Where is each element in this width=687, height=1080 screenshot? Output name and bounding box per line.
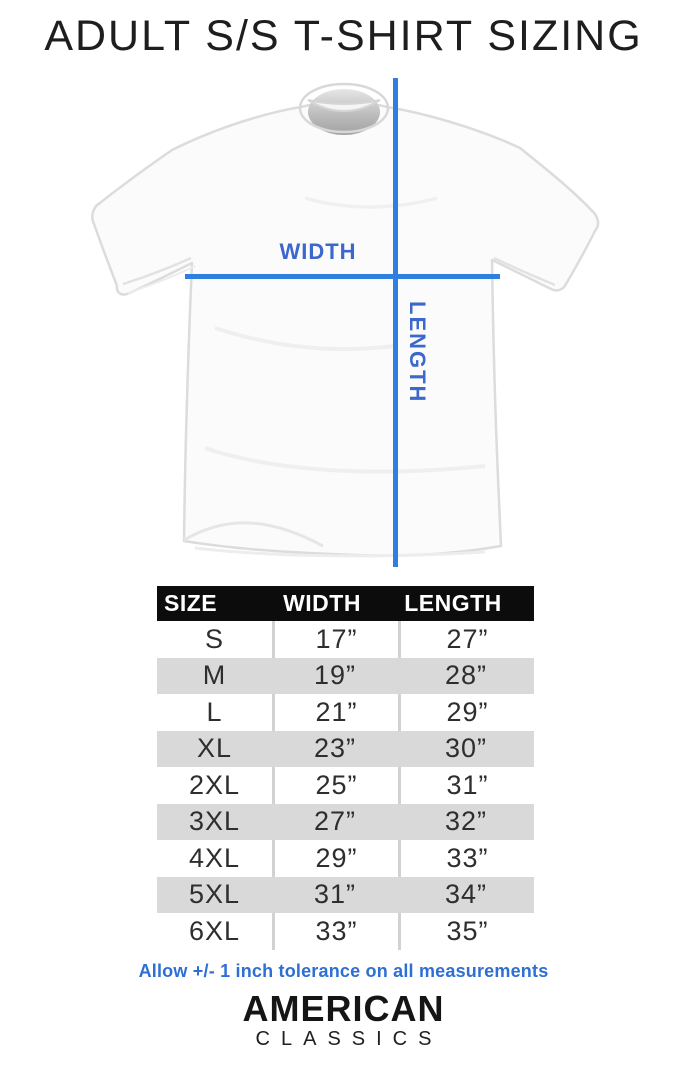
tshirt-graphic <box>91 82 600 558</box>
table-row: L 21” 29” <box>157 694 534 731</box>
size-cell: S <box>204 623 224 654</box>
header-length: LENGTH <box>404 590 502 616</box>
length-cell: 29” <box>398 694 534 731</box>
width-measure-line <box>185 274 500 279</box>
width-cell: 27” <box>313 806 357 837</box>
right-cuff-seam <box>493 256 556 287</box>
size-table-header: SIZE WIDTH LENGTH <box>157 586 534 621</box>
wrinkle <box>204 446 486 474</box>
width-cell: 31” <box>313 879 357 910</box>
table-row: 4XL 29” 33” <box>157 840 534 877</box>
size-cell: M <box>202 660 227 691</box>
size-cell: 2XL <box>188 769 241 800</box>
size-cell: L <box>206 696 223 727</box>
collar-ring <box>298 82 390 134</box>
hem-seam <box>194 546 486 558</box>
size-cell: XL <box>196 733 233 764</box>
width-cell: 21” <box>272 694 398 731</box>
length-measure-line <box>393 78 398 567</box>
size-cell: 5XL <box>188 879 241 910</box>
table-row: 5XL 31” 34” <box>157 876 534 913</box>
length-cell: 30” <box>444 733 488 764</box>
left-cuff-seam <box>122 256 192 286</box>
table-row: S 17” 27” <box>157 621 534 658</box>
brand-name-american: AMERICAN <box>242 988 445 1029</box>
tolerance-note: Allow +/- 1 inch tolerance on all measur… <box>138 961 549 981</box>
size-cell: 4XL <box>188 842 241 873</box>
brand-name-classics: CLASSICS <box>255 1028 443 1050</box>
length-cell: 31” <box>398 767 534 804</box>
width-cell: 19” <box>313 660 357 691</box>
header-width: WIDTH <box>283 590 361 616</box>
table-row: 3XL 27” 32” <box>157 803 534 840</box>
width-label: WIDTH <box>279 239 357 264</box>
wrinkle <box>304 196 438 209</box>
length-cell: 33” <box>398 840 534 877</box>
width-cell: 33” <box>272 913 398 950</box>
length-cell: 32” <box>444 806 488 837</box>
length-cell: 35” <box>398 913 534 950</box>
size-cell: 3XL <box>188 806 241 837</box>
wrinkle <box>214 326 396 352</box>
length-label: LENGTH <box>405 301 430 404</box>
collar-band <box>307 99 381 112</box>
table-row: M 19” 28” <box>157 657 534 694</box>
width-cell: 25” <box>272 767 398 804</box>
shirt-body <box>91 100 600 557</box>
size-table: SIZE WIDTH LENGTH S 17” 27” M 19” 28” L 21” 29” X… <box>157 586 534 950</box>
tshirt-illustration <box>65 78 625 578</box>
page-title: ADULT S/S T-SHIRT SIZING <box>44 12 643 60</box>
length-cell: 34” <box>444 879 488 910</box>
width-cell: 29” <box>272 840 398 877</box>
brand-logo: AMERICAN CLASSICS <box>0 991 687 1051</box>
length-cell: 28” <box>444 660 488 691</box>
size-cell: 6XL <box>188 915 241 946</box>
width-cell: 17” <box>272 621 398 658</box>
header-size: SIZE <box>164 590 218 616</box>
table-row: XL 23” 30” <box>157 730 534 767</box>
size-table-body: S 17” 27” M 19” 28” L 21” 29” XL 23” 30” 2XL 25” 31” 3X… <box>157 621 534 950</box>
table-row: 2XL 25” 31” <box>157 767 534 804</box>
width-cell: 23” <box>313 733 357 764</box>
hem-fold <box>183 521 324 548</box>
length-cell: 27” <box>398 621 534 658</box>
left-cuff-fold <box>127 265 196 294</box>
table-row: 6XL 33” 35” <box>157 913 534 950</box>
